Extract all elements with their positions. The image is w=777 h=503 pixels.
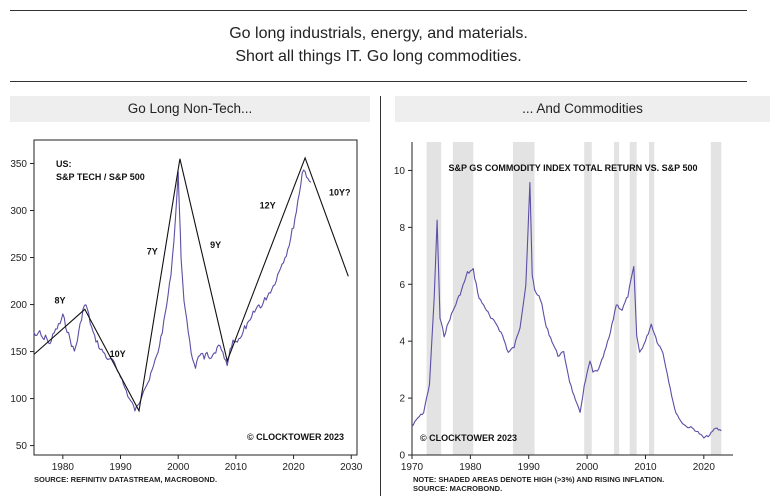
panel-divider [380, 96, 381, 496]
x-tick-label: 1990 [109, 462, 132, 473]
shaded-inflation-band [452, 142, 474, 455]
shaded-inflation-band [710, 142, 722, 455]
chart-title: S&P GS COMMODITY INDEX TOTAL RETURN VS. … [448, 163, 697, 173]
shaded-inflation-band [613, 142, 620, 455]
y-tick-label: 300 [10, 206, 27, 217]
shaded-inflation-band [584, 142, 592, 455]
y-tick-label: 150 [10, 347, 27, 358]
x-tick-label: 1990 [518, 462, 541, 473]
cycle-label: 7Y [147, 247, 158, 257]
headline-line-2: Short all things IT. Go long commodities… [235, 48, 522, 65]
y-tick-label: 8 [399, 223, 405, 234]
x-tick-label: 2020 [693, 462, 716, 473]
cycle-label: 12Y [260, 201, 276, 211]
top-rule [10, 10, 747, 11]
y-tick-label: 100 [10, 394, 27, 405]
y-tick-label: 2 [399, 394, 405, 405]
x-tick-label: 1980 [52, 462, 75, 473]
cycle-label: 10Y [110, 349, 126, 359]
left-panel-header: Go Long Non-Tech... [10, 96, 370, 122]
x-tick-label: 2010 [634, 462, 657, 473]
x-tick-label: 2010 [225, 462, 248, 473]
right-note: NOTE: SHADED AREAS DENOTE HIGH (>3%) AND… [413, 475, 665, 484]
chart-title: US: [56, 159, 72, 169]
chart-credit: © CLOCKTOWER 2023 [420, 433, 517, 443]
y-tick-label: 200 [10, 300, 27, 311]
shaded-inflation-band [648, 142, 655, 455]
y-tick-label: 10 [394, 166, 406, 177]
y-tick-label: 250 [10, 253, 27, 264]
headline: Go long industrials, energy, and materia… [10, 22, 747, 68]
x-tick-label: 1970 [401, 462, 424, 473]
right-panel-header: ... And Commodities [395, 96, 770, 122]
cycle-label: 8Y [54, 296, 65, 306]
chart-credit: © CLOCKTOWER 2023 [247, 432, 344, 442]
x-tick-label: 2000 [576, 462, 599, 473]
headline-rule [10, 81, 747, 82]
y-tick-label: 350 [10, 159, 27, 170]
y-tick-label: 6 [399, 280, 405, 291]
y-tick-label: 0 [399, 451, 405, 462]
chart-subtitle: S&P TECH / S&P 500 [56, 172, 145, 182]
right-source-note: SOURCE: MACROBOND. [413, 484, 503, 493]
y-tick-label: 4 [399, 337, 405, 348]
plot-frame [33, 139, 358, 456]
headline-line-1: Go long industrials, energy, and materia… [229, 25, 528, 42]
x-tick-label: 2000 [167, 462, 190, 473]
x-tick-label: 2030 [340, 462, 363, 473]
x-tick-label: 1980 [459, 462, 482, 473]
series-line [33, 169, 312, 412]
cycle-label: 10Y? [329, 187, 351, 197]
cycle-label: 9Y [210, 240, 221, 250]
cycle-trend-line [33, 156, 349, 413]
x-tick-label: 2020 [282, 462, 305, 473]
y-tick-label: 50 [16, 441, 28, 452]
left-source-note: SOURCE: REFINITIV DATASTREAM, MACROBOND. [34, 475, 218, 484]
shaded-inflation-band [629, 142, 637, 455]
series-line [411, 181, 722, 439]
